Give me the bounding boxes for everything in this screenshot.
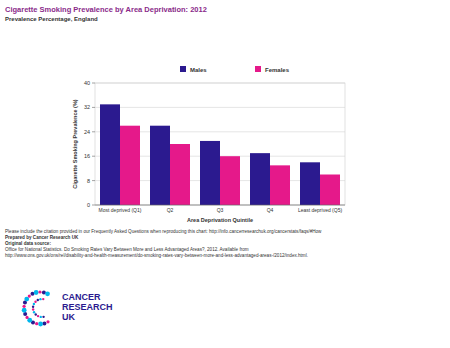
- legend-label: Females: [265, 67, 290, 73]
- logo-dot: [45, 291, 50, 296]
- grid-line: [95, 83, 345, 84]
- logo-dot: [42, 298, 44, 300]
- grid-line: [95, 107, 345, 108]
- logo-text: RESEARCH: [62, 302, 113, 312]
- y-tick-label: 24: [84, 129, 90, 135]
- bar: [200, 141, 220, 205]
- legend-label: Males: [190, 67, 207, 73]
- logo-dot: [22, 308, 27, 313]
- logo-dot: [33, 311, 35, 313]
- logo-emblem: [22, 290, 50, 326]
- logo-text: UK: [62, 312, 75, 322]
- logo-dot: [38, 322, 43, 327]
- logo-dot: [22, 305, 25, 308]
- logo-dot: [32, 306, 34, 308]
- footer-text: Please include the citation provided in …: [5, 229, 322, 234]
- subtitle: Prevalence Percentage, England: [5, 16, 98, 22]
- bar: [320, 175, 340, 206]
- bar: [100, 104, 120, 205]
- logo-text: CANCER: [62, 292, 101, 302]
- footer-text: Original data source:: [5, 241, 51, 246]
- logo-dot: [28, 295, 31, 298]
- logo-dot: [37, 299, 39, 301]
- bar: [270, 165, 290, 205]
- bar: [170, 144, 190, 205]
- x-tick-label: Q4: [267, 207, 274, 213]
- x-axis-label: Area Deprivation Quintile: [187, 217, 253, 223]
- bar: [120, 126, 140, 205]
- logo-dot: [42, 321, 46, 325]
- y-tick-label: 0: [87, 202, 90, 208]
- plot-frame: [95, 83, 345, 205]
- logo-dot: [40, 316, 42, 318]
- footer-text: Prepared by Cancer Research UK: [5, 235, 79, 240]
- x-tick-label: Most deprived (Q1): [99, 207, 142, 213]
- y-tick-label: 32: [84, 104, 90, 110]
- logo-dot: [34, 290, 39, 295]
- y-tick: [92, 83, 95, 84]
- footer-text: Office for National Statistics. Do Smoki…: [5, 247, 249, 252]
- x-axis: [95, 205, 345, 206]
- logo-dot: [35, 322, 38, 325]
- logo-dot: [25, 316, 28, 319]
- y-tick: [92, 205, 95, 206]
- x-tick-label: Q2: [167, 207, 174, 213]
- logo-dot: [46, 320, 49, 323]
- y-tick: [92, 156, 95, 157]
- y-tick: [92, 107, 95, 108]
- footer-text: http://www.ons.gov.uk/ons/rel/disability…: [5, 253, 308, 258]
- y-tick-label: 16: [84, 153, 90, 159]
- logo-dot: [42, 316, 44, 318]
- logo-dot: [32, 308, 34, 310]
- bar: [150, 126, 170, 205]
- logo-dot: [33, 303, 35, 305]
- logo-dot: [35, 313, 37, 315]
- y-tick-label: 8: [87, 178, 90, 184]
- bar: [220, 156, 240, 205]
- legend-swatch: [180, 66, 186, 72]
- bar: [250, 153, 270, 205]
- y-tick: [92, 131, 95, 132]
- y-axis-label: Cigarette Smoking Prevalence (%): [72, 99, 78, 188]
- logo-dot: [39, 298, 41, 300]
- bar: [300, 162, 320, 205]
- x-tick-label: Q3: [217, 207, 224, 213]
- legend-swatch: [255, 66, 261, 72]
- chart-root: Cigarette Smoking Prevalence by Area Dep…: [0, 0, 450, 348]
- logo-dot: [38, 290, 41, 293]
- logo-dot: [34, 301, 36, 303]
- y-tick: [92, 180, 95, 181]
- title: Cigarette Smoking Prevalence by Area Dep…: [5, 5, 207, 14]
- x-tick-label: Least deprived (Q5): [298, 207, 343, 213]
- y-tick-label: 40: [84, 80, 90, 86]
- logo-dot: [37, 315, 39, 317]
- bars: [100, 104, 340, 205]
